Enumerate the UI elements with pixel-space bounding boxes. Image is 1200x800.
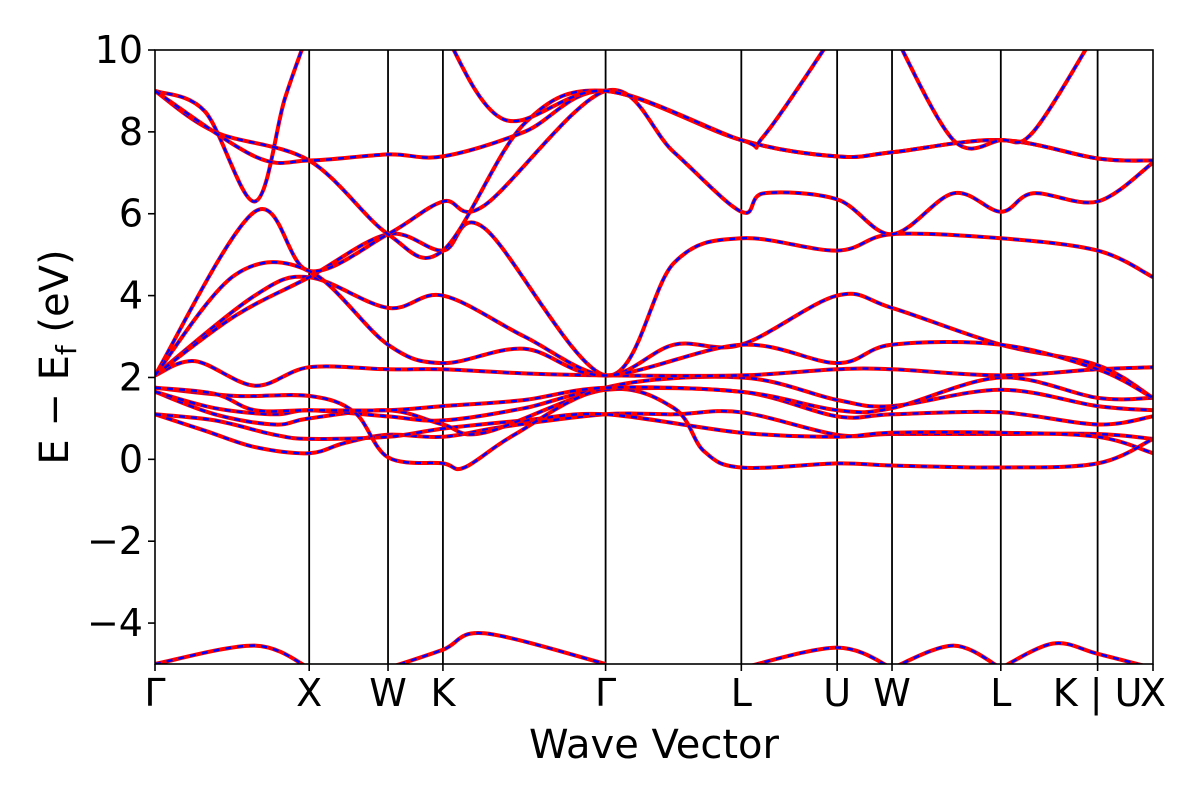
y-axis: −4 −2 0 2 4 6 8 10 xyxy=(87,28,155,645)
y-tick-label-3: 2 xyxy=(119,355,143,399)
x-tick-label-2: W xyxy=(369,671,407,715)
band-16-dashed xyxy=(155,644,305,664)
plot-frame xyxy=(154,49,1154,665)
band-17-dashed xyxy=(396,631,606,664)
x-tick-label-5: L xyxy=(731,671,752,715)
band-19-dashed xyxy=(898,644,997,664)
x-axis-label: Wave Vector xyxy=(529,722,780,768)
band-12-solid xyxy=(155,88,1153,260)
band-20-dashed xyxy=(1005,641,1143,664)
y-tick-label-4: 4 xyxy=(119,274,143,318)
band-10-dashed xyxy=(155,260,1153,399)
band-15-dashed xyxy=(901,50,1087,150)
band-15-solid xyxy=(900,50,1088,151)
band-2-solid xyxy=(155,386,1153,470)
band-11-solid xyxy=(155,50,304,204)
band-8-dashed xyxy=(155,221,1153,377)
band-14-dashed xyxy=(452,50,825,149)
y-tick-label-6: 8 xyxy=(119,110,143,154)
x-tick-label-0: Γ xyxy=(144,671,165,715)
band-18-dashed xyxy=(752,646,887,664)
x-tick-label-10: X xyxy=(1140,671,1166,715)
x-tick-label-7: W xyxy=(873,671,911,715)
band-2-dashed xyxy=(155,387,1153,470)
y-axis-label: E − Ef (eV) xyxy=(32,249,83,464)
y-axis-label-unit: (eV) xyxy=(32,249,78,332)
band-1-dashed xyxy=(155,412,1153,455)
y-axis-label-main: E − E xyxy=(32,355,78,465)
band-17-solid xyxy=(394,631,607,664)
band-14-solid xyxy=(451,50,826,150)
y-tick-label-2: 0 xyxy=(119,437,143,481)
x-tick-label-4: Γ xyxy=(595,671,616,715)
band-5-dashed xyxy=(155,376,1153,414)
band-12-dashed xyxy=(155,89,1153,260)
y-tick-label-0: −4 xyxy=(87,601,143,645)
y-tick-label-7: 10 xyxy=(95,28,143,72)
band-7-solid xyxy=(155,274,1153,400)
y-axis-label-space xyxy=(32,333,78,346)
band-9-dashed xyxy=(155,88,1153,377)
band-9-solid xyxy=(155,87,1153,377)
x-tick-label-1: X xyxy=(296,671,322,715)
x-tick-label-6: U xyxy=(823,671,851,715)
bands xyxy=(155,50,1153,664)
x-tick-label-8: L xyxy=(990,671,1011,715)
y-tick-label-5: 6 xyxy=(119,192,143,236)
y-tick-label-1: −2 xyxy=(87,519,143,563)
x-tick-label-3: K xyxy=(430,671,456,715)
y-axis-label-subscript: f xyxy=(50,344,83,355)
band-4-solid xyxy=(155,374,1153,472)
x-tick-label-9: K | U xyxy=(1053,671,1143,716)
band-11-dashed xyxy=(155,50,303,203)
